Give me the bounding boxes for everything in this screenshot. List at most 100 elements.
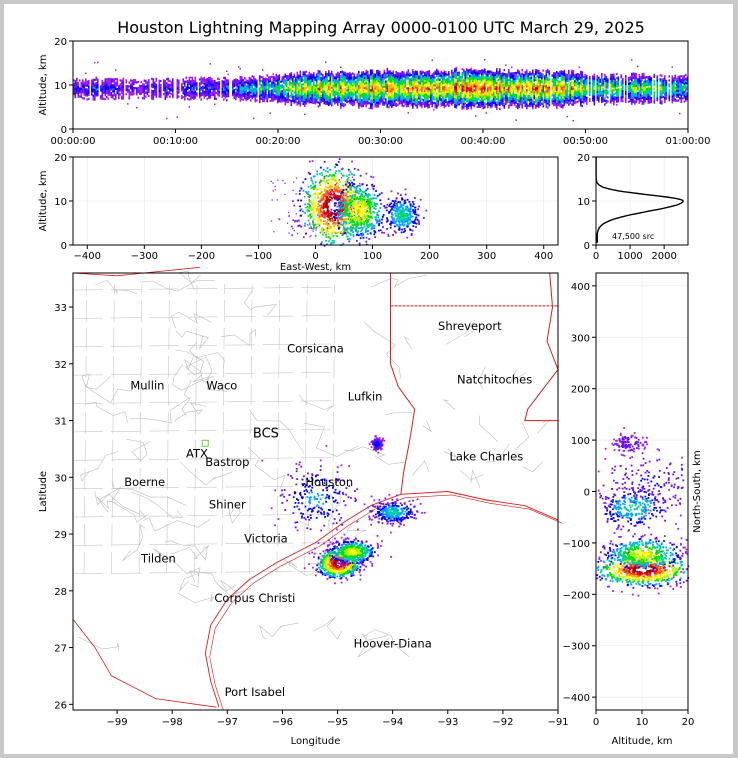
density-cell (335, 77, 338, 80)
density-cell (466, 94, 468, 97)
density-cell (479, 101, 482, 104)
density-cell (475, 83, 477, 86)
density-cell (182, 86, 185, 89)
density-cell (659, 101, 662, 105)
density-cell (647, 75, 650, 79)
density-cell (250, 83, 252, 86)
density-cell (335, 93, 338, 96)
density-cell (644, 90, 647, 93)
density-cell (188, 76, 191, 80)
density-cell (388, 96, 390, 99)
density-cell (631, 94, 633, 97)
density-cell (296, 97, 299, 100)
density-cell (656, 89, 659, 92)
density-cell (434, 90, 437, 93)
density-cell (535, 104, 537, 107)
density-cell (649, 83, 651, 86)
density-cell (110, 82, 113, 85)
density-cell (76, 89, 78, 92)
density-cell (646, 89, 648, 93)
density-cell (100, 85, 102, 88)
density-cell (401, 82, 404, 85)
density-cell (361, 99, 363, 102)
density-cell (277, 77, 279, 80)
density-cell (209, 78, 212, 81)
density-cell (271, 99, 273, 102)
density-cell (431, 103, 434, 106)
density-cell (548, 84, 551, 87)
density-cell (278, 80, 281, 83)
density-cell (101, 91, 104, 95)
density-cell (160, 95, 162, 98)
density-cell (577, 82, 579, 86)
density-cell (467, 101, 470, 104)
density-cell (295, 88, 297, 91)
density-cell (110, 94, 113, 97)
density-cell (370, 103, 372, 106)
density-cell (436, 78, 438, 81)
density-cell (121, 91, 123, 94)
density-cell (545, 91, 548, 95)
density-cell (536, 75, 539, 78)
density-cell (205, 86, 207, 89)
density-cell (328, 82, 330, 85)
density-cell (505, 98, 507, 102)
density-cell (593, 103, 596, 106)
density-cell (388, 74, 390, 77)
density-cell (449, 99, 452, 103)
density-cell (553, 74, 555, 77)
density-cell (415, 100, 417, 103)
density-cell (148, 90, 150, 94)
density-cell (659, 90, 662, 93)
density-cell (434, 82, 437, 85)
density-cell (424, 101, 426, 104)
density-cell (146, 87, 149, 90)
density-cell (496, 87, 498, 91)
density-cell (452, 93, 455, 96)
density-cell (560, 74, 563, 77)
density-cell (544, 95, 546, 98)
density-cell (284, 83, 287, 86)
density-cell (463, 73, 465, 76)
density-cell (517, 85, 519, 88)
density-cell (571, 85, 573, 88)
density-cell (515, 91, 518, 94)
density-cell (400, 84, 402, 87)
density-cell (281, 78, 284, 81)
density-cell (241, 85, 243, 89)
density-cell (580, 70, 582, 73)
density-cell (406, 101, 408, 104)
density-cell (343, 89, 345, 92)
density-cell (566, 99, 569, 102)
density-cell (526, 73, 528, 76)
density-cell (449, 82, 452, 85)
density-cell (638, 77, 641, 81)
density-cell (668, 83, 671, 86)
density-cell (496, 91, 498, 95)
density-cell (433, 92, 435, 95)
density-cell (484, 76, 486, 79)
density-cell (335, 101, 338, 104)
density-cell (88, 81, 90, 85)
density-cell (625, 82, 627, 86)
density-cell (397, 99, 399, 103)
density-cell (212, 82, 215, 85)
density-cell (467, 73, 470, 76)
density-cell (109, 81, 111, 84)
density-cell (458, 95, 461, 98)
density-cell (112, 88, 114, 91)
density-cell (637, 80, 639, 83)
density-cell (347, 92, 350, 95)
density-cell (604, 81, 606, 84)
density-cell (581, 85, 584, 88)
density-cell (361, 93, 363, 96)
density-cell (79, 91, 81, 94)
density-cell (512, 89, 515, 93)
density-cell (247, 93, 249, 97)
density-cell (634, 86, 636, 89)
density-cell (536, 105, 539, 108)
density-cell (457, 79, 459, 83)
density-cell (335, 87, 338, 90)
density-cell (478, 103, 480, 107)
time-altitude-panel: 00:00:00 00:10:00 00:20:00 00:30:00 00:40:00… (38, 37, 710, 147)
